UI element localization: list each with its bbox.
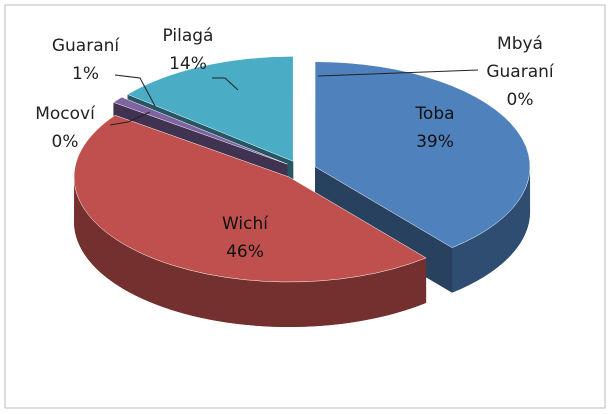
slice	[112, 96, 288, 165]
category-label: Mocoví	[35, 104, 95, 124]
slice	[314, 61, 531, 248]
data-label: Wichí 46%	[210, 210, 280, 266]
leader-line	[212, 77, 239, 91]
value-label: 1%	[72, 64, 99, 84]
data-label: Guaraní 1%	[48, 32, 123, 88]
value-label: 39%	[416, 132, 454, 152]
category-label: Pilagá	[162, 26, 214, 46]
data-label: Pilagá 14%	[148, 22, 228, 78]
slice	[126, 56, 294, 162]
data-label: Mocoví 0%	[25, 100, 105, 156]
leader-line	[114, 74, 156, 107]
value-label: 0%	[51, 132, 79, 152]
leader-line	[317, 69, 479, 77]
category-label: Mbyá Guaraní	[486, 34, 554, 82]
category-label: Wichí	[221, 214, 268, 234]
slice-side	[74, 176, 427, 327]
leader-line	[109, 111, 151, 126]
value-label: 14%	[169, 54, 207, 74]
slice	[73, 115, 427, 283]
data-label: Mbyá Guaraní 0%	[480, 30, 560, 114]
value-label: 46%	[226, 242, 264, 262]
category-label: Guaraní	[51, 36, 120, 56]
slice-side	[452, 166, 531, 293]
value-label: 0%	[506, 90, 534, 110]
data-label: Toba 39%	[400, 100, 470, 156]
category-label: Toba	[415, 104, 455, 124]
